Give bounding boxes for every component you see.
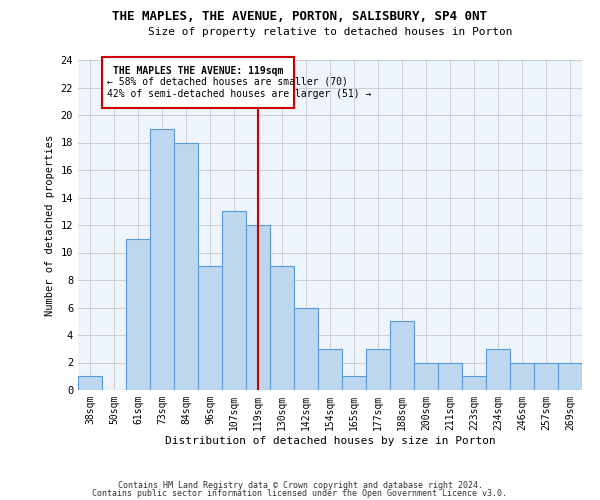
- Bar: [462, 376, 486, 390]
- Y-axis label: Number of detached properties: Number of detached properties: [45, 134, 55, 316]
- Text: ← 58% of detached houses are smaller (70): ← 58% of detached houses are smaller (70…: [107, 76, 347, 86]
- Bar: [174, 142, 198, 390]
- X-axis label: Distribution of detached houses by size in Porton: Distribution of detached houses by size …: [164, 436, 496, 446]
- Bar: [150, 128, 174, 390]
- Bar: [510, 362, 534, 390]
- Bar: [270, 266, 294, 390]
- Bar: [222, 211, 246, 390]
- Bar: [390, 322, 414, 390]
- Bar: [294, 308, 318, 390]
- Bar: [126, 239, 150, 390]
- Text: THE MAPLES THE AVENUE: 119sqm: THE MAPLES THE AVENUE: 119sqm: [113, 66, 283, 76]
- Text: Contains public sector information licensed under the Open Government Licence v3: Contains public sector information licen…: [92, 488, 508, 498]
- Bar: [342, 376, 366, 390]
- Bar: [414, 362, 438, 390]
- Text: THE MAPLES, THE AVENUE, PORTON, SALISBURY, SP4 0NT: THE MAPLES, THE AVENUE, PORTON, SALISBUR…: [113, 10, 487, 23]
- FancyBboxPatch shape: [102, 57, 294, 108]
- Bar: [366, 349, 390, 390]
- Text: 42% of semi-detached houses are larger (51) →: 42% of semi-detached houses are larger (…: [107, 89, 371, 99]
- Title: Size of property relative to detached houses in Porton: Size of property relative to detached ho…: [148, 27, 512, 37]
- Bar: [438, 362, 462, 390]
- Bar: [558, 362, 582, 390]
- Bar: [78, 376, 102, 390]
- Bar: [246, 225, 270, 390]
- Bar: [198, 266, 222, 390]
- Text: Contains HM Land Registry data © Crown copyright and database right 2024.: Contains HM Land Registry data © Crown c…: [118, 481, 482, 490]
- Bar: [534, 362, 558, 390]
- Bar: [486, 349, 510, 390]
- Bar: [318, 349, 342, 390]
